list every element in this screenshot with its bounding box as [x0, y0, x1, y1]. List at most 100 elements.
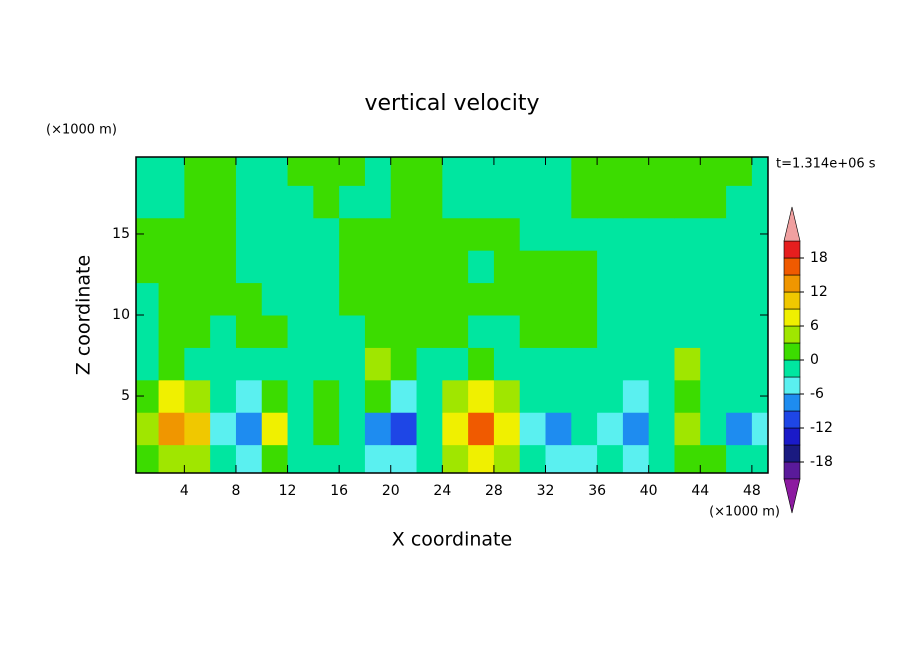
contour-cell — [545, 185, 572, 219]
contour-cell — [390, 315, 418, 348]
contour-cell — [597, 347, 624, 381]
contour-cell — [210, 282, 237, 316]
contour-cell — [674, 157, 701, 186]
contour-cell — [313, 315, 340, 348]
contour-cell — [313, 217, 340, 251]
contour-cell — [571, 282, 598, 316]
contour-cell — [597, 157, 624, 186]
contour-cell — [261, 185, 289, 219]
contour-cell — [442, 250, 469, 284]
contour-cell — [726, 282, 753, 316]
contour-cell — [648, 347, 675, 381]
contour-cell — [674, 412, 701, 446]
contour-cell — [442, 412, 469, 446]
y-tick-label: 15 — [112, 226, 130, 242]
contour-cell — [493, 185, 521, 219]
contour-cell — [287, 412, 314, 446]
contour-cell — [416, 412, 443, 446]
contour-cell — [597, 282, 624, 316]
contour-cell — [158, 379, 185, 413]
x-unit: (×1000 m) — [709, 505, 780, 520]
contour-cell — [184, 347, 211, 381]
contour-cell — [648, 157, 675, 186]
contour-cell — [261, 444, 289, 473]
contour-cell — [136, 315, 160, 348]
contour-cell — [648, 217, 675, 251]
colorbar-tick-label: 6 — [810, 318, 819, 334]
contour-cell — [210, 412, 237, 446]
colorbar-box — [783, 325, 801, 344]
contour-cell — [390, 250, 418, 284]
contour-cell — [468, 157, 495, 186]
contour-cell — [364, 315, 392, 348]
colorbar-box — [783, 461, 801, 480]
x-tick-label: 24 — [433, 483, 451, 499]
contour-cell — [648, 412, 675, 446]
colorbar-tick-label: 0 — [810, 352, 819, 368]
contour-cell — [597, 315, 624, 348]
contour-cell — [364, 347, 392, 381]
contour-cell — [493, 282, 521, 316]
contour-cell — [158, 347, 185, 381]
contour-cell — [339, 412, 366, 446]
contour-cell — [184, 185, 211, 219]
contour-cell — [519, 250, 547, 284]
contour-cell — [136, 157, 160, 186]
colorbar-box — [783, 427, 801, 446]
contour-cell — [210, 347, 237, 381]
x-tick-label: 44 — [691, 483, 709, 499]
contour-cell — [235, 250, 263, 284]
contour-cell — [416, 444, 443, 473]
contour-cell — [184, 315, 211, 348]
contour-cell — [571, 315, 598, 348]
contour-cell — [390, 412, 418, 446]
chart-title: vertical velocity — [364, 91, 539, 116]
contour-cell — [468, 379, 495, 413]
contour-cell — [158, 444, 185, 473]
contour-cell — [390, 347, 418, 381]
contour-cell — [648, 282, 675, 316]
contour-cell — [390, 185, 418, 219]
contour-cell — [442, 217, 469, 251]
contour-cell — [364, 157, 392, 186]
contour-cell — [442, 379, 469, 413]
x-tick-label: 28 — [485, 483, 503, 499]
contour-cell — [287, 282, 314, 316]
contour-cell — [493, 315, 521, 348]
contour-cell — [545, 282, 572, 316]
x-tick-label: 48 — [743, 483, 761, 499]
contour-cell — [390, 282, 418, 316]
contour-cell — [468, 347, 495, 381]
contour-cell — [545, 347, 572, 381]
contour-cell — [648, 379, 675, 413]
contour-cell — [364, 412, 392, 446]
contour-cell — [235, 444, 263, 473]
contour-cell — [674, 250, 701, 284]
contour-cell — [235, 185, 263, 219]
contour-cell — [339, 217, 366, 251]
contour-cell — [184, 217, 211, 251]
contour-cell — [726, 217, 753, 251]
contour-cell — [339, 250, 366, 284]
contour-cell — [313, 250, 340, 284]
contour-cell — [468, 282, 495, 316]
contour-cell — [210, 444, 237, 473]
contour-cell — [364, 185, 392, 219]
contour-cell — [571, 347, 598, 381]
contour-cell — [726, 185, 753, 219]
contour-cell — [339, 315, 366, 348]
contour-cell — [751, 250, 768, 284]
y-tick-label: 10 — [112, 307, 130, 323]
contour-cell — [158, 185, 185, 219]
colorbar-box — [783, 308, 801, 327]
y-tick-label: 5 — [121, 388, 130, 404]
contour-cell — [339, 347, 366, 381]
contour-cell — [235, 412, 263, 446]
x-tick-label: 40 — [640, 483, 658, 499]
contour-cell — [468, 444, 495, 473]
contour-cell — [364, 282, 392, 316]
contour-cell — [136, 282, 160, 316]
contour-cell — [416, 282, 443, 316]
contour-cell — [235, 282, 263, 316]
x-tick-label: 4 — [180, 483, 189, 499]
